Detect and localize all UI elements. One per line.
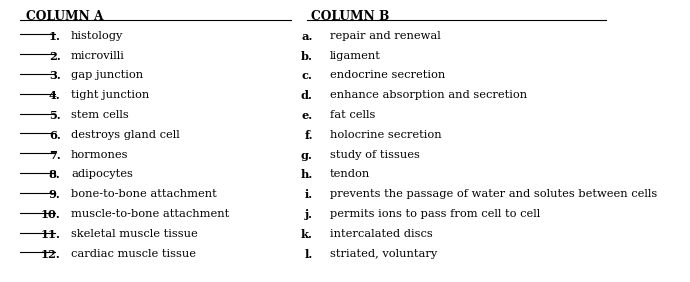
Text: skeletal muscle tissue: skeletal muscle tissue xyxy=(71,229,197,239)
Text: g.: g. xyxy=(301,150,313,161)
Text: 11.: 11. xyxy=(41,229,61,240)
Text: 3.: 3. xyxy=(49,70,61,81)
Text: 8.: 8. xyxy=(49,169,61,180)
Text: ligament: ligament xyxy=(330,50,380,61)
Text: bone-to-bone attachment: bone-to-bone attachment xyxy=(71,189,217,199)
Text: a.: a. xyxy=(302,31,313,42)
Text: i.: i. xyxy=(304,189,313,200)
Text: tight junction: tight junction xyxy=(71,90,149,100)
Text: 5.: 5. xyxy=(49,110,61,121)
Text: gap junction: gap junction xyxy=(71,70,143,80)
Text: h.: h. xyxy=(300,169,313,180)
Text: histology: histology xyxy=(71,31,124,41)
Text: 7.: 7. xyxy=(49,150,61,161)
Text: COLUMN B: COLUMN B xyxy=(311,10,390,23)
Text: e.: e. xyxy=(302,110,313,121)
Text: 2.: 2. xyxy=(49,50,61,61)
Text: fat cells: fat cells xyxy=(330,110,375,120)
Text: j.: j. xyxy=(304,209,313,220)
Text: l.: l. xyxy=(304,249,313,260)
Text: intercalated discs: intercalated discs xyxy=(330,229,433,239)
Text: holocrine secretion: holocrine secretion xyxy=(330,130,441,140)
Text: striated, voluntary: striated, voluntary xyxy=(330,249,437,259)
Text: microvilli: microvilli xyxy=(71,50,125,61)
Text: repair and renewal: repair and renewal xyxy=(330,31,440,41)
Text: tendon: tendon xyxy=(330,169,370,179)
Text: b.: b. xyxy=(301,50,313,61)
Text: adipocytes: adipocytes xyxy=(71,169,132,179)
Text: 6.: 6. xyxy=(49,130,61,141)
Text: COLUMN A: COLUMN A xyxy=(26,10,103,23)
Text: k.: k. xyxy=(301,229,313,240)
Text: c.: c. xyxy=(302,70,313,81)
Text: endocrine secretion: endocrine secretion xyxy=(330,70,445,80)
Text: prevents the passage of water and solutes between cells: prevents the passage of water and solute… xyxy=(330,189,657,199)
Text: enhance absorption and secretion: enhance absorption and secretion xyxy=(330,90,526,100)
Text: muscle-to-bone attachment: muscle-to-bone attachment xyxy=(71,209,229,219)
Text: 12.: 12. xyxy=(41,249,61,260)
Text: destroys gland cell: destroys gland cell xyxy=(71,130,179,140)
Text: cardiac muscle tissue: cardiac muscle tissue xyxy=(71,249,196,259)
Text: 10.: 10. xyxy=(41,209,61,220)
Text: 1.: 1. xyxy=(49,31,61,42)
Text: permits ions to pass from cell to cell: permits ions to pass from cell to cell xyxy=(330,209,540,219)
Text: 9.: 9. xyxy=(49,189,61,200)
Text: hormones: hormones xyxy=(71,150,128,160)
Text: d.: d. xyxy=(301,90,313,101)
Text: 4.: 4. xyxy=(49,90,61,101)
Text: study of tissues: study of tissues xyxy=(330,150,420,160)
Text: f.: f. xyxy=(304,130,313,141)
Text: stem cells: stem cells xyxy=(71,110,128,120)
